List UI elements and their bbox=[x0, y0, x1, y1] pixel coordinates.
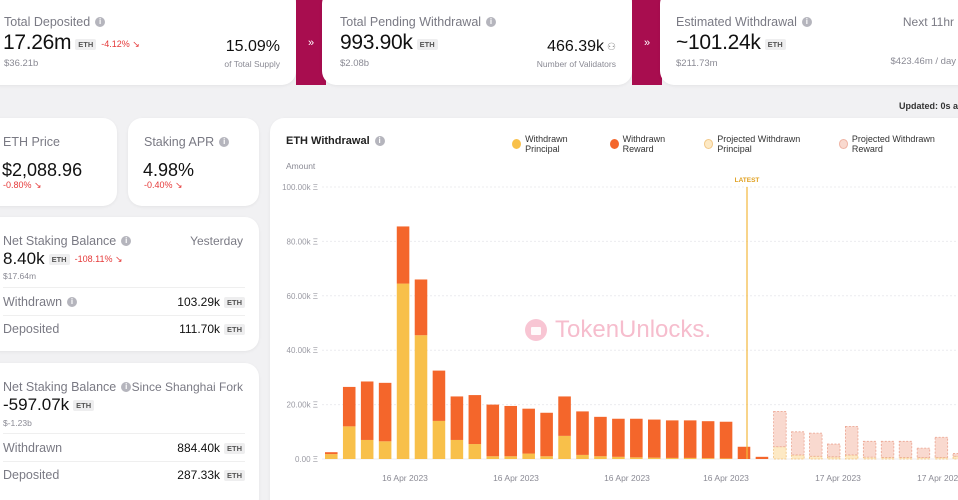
deposited-label: Deposited bbox=[3, 468, 60, 482]
eth-badge: ETH bbox=[224, 324, 245, 336]
withdrawn-label: Withdrawn bbox=[3, 441, 63, 455]
eth-badge: ETH bbox=[416, 39, 438, 51]
chart-legend: Withdrawn Principal Withdrawn Reward Pro… bbox=[512, 134, 958, 154]
net-balance-change: -108.11% ↘ bbox=[74, 254, 123, 265]
net-balance-shanghai-card: Net Staking Balance i Since Shanghai Fork… bbox=[0, 363, 259, 500]
net-balance-yesterday-card: Net Staking Balance i Yesterday 8.40k ETH -… bbox=[0, 217, 259, 351]
total-deposited-value: 17.26m bbox=[3, 31, 72, 54]
total-deposited-card: Total Deposited i 17.26m ETH -4.12% ↘ $36.2… bbox=[0, 0, 296, 85]
validators-label: Number of Validators bbox=[536, 59, 616, 69]
withdrawn-row: Withdrawn i 103.29k ETH bbox=[3, 295, 245, 309]
eth-badge: ETH bbox=[73, 400, 95, 412]
eth-price-label: ETH Price bbox=[3, 135, 60, 149]
updated-status: Updated: 0s a bbox=[898, 101, 958, 111]
eth-badge: ETH bbox=[764, 39, 786, 51]
eth-badge: ETH bbox=[48, 254, 70, 266]
info-icon[interactable]: i bbox=[121, 236, 132, 246]
eth-badge: ETH bbox=[224, 297, 245, 309]
net-balance-value: -597.07k bbox=[3, 395, 70, 414]
divider bbox=[3, 461, 245, 462]
legend-item[interactable]: Projected Withdrawn Reward bbox=[838, 134, 958, 154]
deposited-value: 287.33k bbox=[177, 468, 220, 482]
legend-label: Withdrawn Principal bbox=[525, 134, 568, 154]
total-pending-usd: $2.08b bbox=[340, 58, 370, 69]
info-icon[interactable]: i bbox=[67, 297, 78, 307]
total-pending-value: 993.90k bbox=[340, 31, 413, 54]
legend-swatch-withdrawn-principal bbox=[512, 139, 522, 149]
chart-title: ETH Withdrawal bbox=[286, 135, 370, 147]
eth-badge: ETH bbox=[224, 443, 245, 455]
arrow-tab-2: » bbox=[632, 0, 662, 85]
staking-apr-label: Staking APR bbox=[144, 135, 215, 149]
eth-price-card: ETH Price $2,088.96 -0.80% ↘ bbox=[0, 118, 117, 206]
withdrawn-value: 103.29k bbox=[177, 295, 220, 309]
info-icon[interactable]: i bbox=[95, 17, 106, 27]
estimated-usd: $211.73m bbox=[676, 58, 718, 69]
period-label: Yesterday bbox=[190, 234, 243, 248]
estimated-withdrawal-card: Estimated Withdrawal i Next 11hr ~101.24k… bbox=[660, 0, 958, 85]
net-balance-value: 8.40k bbox=[3, 249, 45, 268]
eth-withdrawal-chart-card: ETH Withdrawal i Amount bbox=[270, 118, 958, 500]
supply-percent-label: of Total Supply bbox=[224, 59, 280, 69]
double-chevron-right-icon: » bbox=[643, 36, 651, 49]
total-pending-label: Total Pending Withdrawal bbox=[340, 15, 482, 29]
total-deposited-usd: $36.21b bbox=[4, 58, 39, 69]
deposited-row: Deposited 111.70k ETH bbox=[3, 322, 245, 336]
legend-label: Projected Withdrawn Reward bbox=[851, 134, 935, 154]
info-icon[interactable]: i bbox=[121, 382, 132, 392]
supply-percent: 15.09% bbox=[225, 38, 280, 55]
legend-swatch-projected-principal bbox=[703, 139, 714, 149]
divider bbox=[3, 433, 245, 434]
info-icon[interactable]: i bbox=[374, 136, 385, 146]
divider bbox=[3, 315, 245, 316]
staking-apr-change: -0.40% ↘ bbox=[144, 180, 183, 190]
deposited-row: Deposited 287.33k ETH bbox=[3, 468, 245, 482]
eth-badge: ETH bbox=[224, 470, 245, 482]
estimated-value: ~101.24k bbox=[676, 31, 761, 54]
net-balance-usd: $17.64m bbox=[3, 271, 37, 281]
withdrawn-row: Withdrawn 884.40k ETH bbox=[3, 441, 245, 455]
info-icon[interactable]: i bbox=[219, 137, 230, 147]
arrow-tab-1: » bbox=[296, 0, 326, 85]
legend-label: Withdrawn Reward bbox=[622, 134, 666, 154]
per-day-value: $423.46m / day bbox=[890, 56, 957, 67]
divider bbox=[3, 287, 245, 288]
info-icon[interactable]: i bbox=[486, 17, 497, 27]
total-deposited-label: Total Deposited bbox=[4, 15, 91, 29]
legend-swatch-withdrawn-reward bbox=[609, 139, 619, 149]
withdrawn-label: Withdrawn bbox=[3, 295, 63, 309]
legend-label: Projected Withdrawn Principal bbox=[717, 134, 801, 154]
total-deposited-change: -4.12% ↘ bbox=[101, 39, 140, 50]
info-icon[interactable]: i bbox=[801, 17, 812, 27]
legend-swatch-projected-reward bbox=[838, 139, 848, 149]
validators-value: 466.39k bbox=[547, 38, 605, 55]
legend-item[interactable]: Withdrawn Reward bbox=[609, 134, 692, 154]
next-hours-label: Next 11hr bbox=[902, 15, 954, 29]
net-balance-label: Net Staking Balance bbox=[3, 380, 117, 394]
net-balance-usd: $-1.23b bbox=[3, 418, 32, 428]
withdrawn-value: 884.40k bbox=[177, 441, 220, 455]
eth-price-change: -0.80% ↘ bbox=[3, 180, 42, 190]
double-chevron-right-icon: » bbox=[307, 36, 315, 49]
deposited-label: Deposited bbox=[3, 322, 60, 336]
net-balance-label: Net Staking Balance bbox=[3, 234, 117, 248]
eth-price-value: $2,088.96 bbox=[2, 160, 83, 180]
staking-apr-value: 4.98% bbox=[143, 160, 195, 180]
legend-item[interactable]: Withdrawn Principal bbox=[512, 134, 598, 154]
period-label: Since Shanghai Fork bbox=[131, 380, 243, 394]
users-icon: ⚇ bbox=[607, 41, 616, 53]
staking-apr-card: Staking APR i 4.98% -0.40% ↘ bbox=[128, 118, 259, 206]
deposited-value: 111.70k bbox=[179, 322, 220, 336]
y-axis-title: Amount bbox=[286, 161, 316, 171]
eth-badge: ETH bbox=[75, 39, 97, 51]
estimated-label: Estimated Withdrawal bbox=[676, 15, 797, 29]
total-pending-card: Total Pending Withdrawal i 993.90k ETH $2.… bbox=[322, 0, 632, 85]
legend-item[interactable]: Projected Withdrawn Principal bbox=[703, 134, 827, 154]
